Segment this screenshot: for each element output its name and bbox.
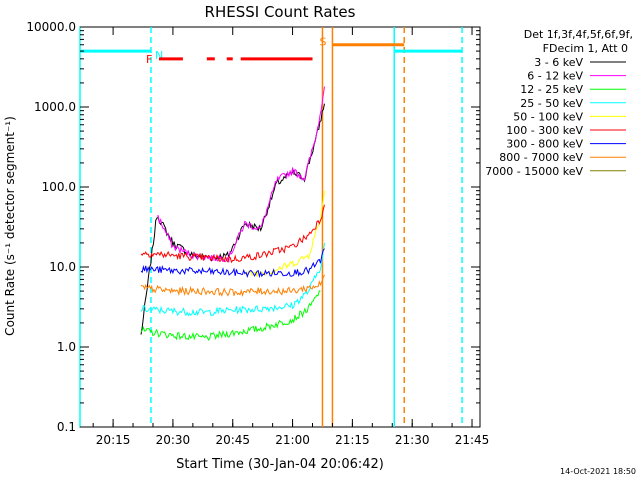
- series-line: [140, 204, 325, 264]
- y-tick-label: 1000.0: [34, 100, 76, 114]
- annotation-label: F: [146, 53, 152, 66]
- y-tick-label: 10.0: [49, 260, 76, 274]
- legend-label: 25 - 50 keV: [520, 97, 583, 110]
- legend-label: 300 - 800 keV: [506, 138, 583, 151]
- x-axis-label: Start Time (30-Jan-04 20:06:42): [176, 457, 384, 472]
- annotation-label: S: [319, 36, 326, 49]
- x-tick-label: 20:45: [215, 433, 250, 447]
- legend-label: 3 - 6 keV: [534, 56, 583, 69]
- legend-label: 100 - 300 keV: [506, 124, 583, 137]
- series-line: [140, 290, 321, 342]
- x-tick-label: 21:30: [395, 433, 430, 447]
- legend-header-line-2: FDecim 1, Att 0: [543, 42, 628, 55]
- y-tick-label: 10000.0: [26, 20, 76, 34]
- vertical-markers: [79, 27, 463, 427]
- series-line: [140, 248, 325, 279]
- x-tick-label: 21:45: [455, 433, 490, 447]
- x-axis: 20:15 20:30 20:45 21:00 21:15 21:30 21:45: [92, 27, 490, 447]
- legend-label: 12 - 25 keV: [520, 83, 583, 96]
- legend: Det 1f,3f,4f,5f,6f,9f, FDecim 1, Att 0 3…: [485, 28, 633, 178]
- y-tick-label: 1.0: [57, 340, 76, 354]
- y-axis: 0.1 1.0 10.0 100.0 1000.0 10000.0: [26, 20, 480, 434]
- plot-area: N S F: [79, 26, 481, 428]
- x-tick-label: 20:15: [96, 433, 131, 447]
- legend-label: 800 - 7000 keV: [499, 151, 583, 164]
- legend-label: 50 - 100 keV: [513, 110, 583, 123]
- legend-label: 7000 - 15000 keV: [485, 165, 583, 178]
- series-line: [140, 274, 325, 298]
- legend-label: 6 - 12 keV: [527, 70, 583, 83]
- series-line: [156, 86, 325, 263]
- legend-header-line-1: Det 1f,3f,4f,5f,6f,9f,: [524, 28, 633, 41]
- y-axis-label: Count Rate (s⁻¹ detector segment⁻¹): [3, 116, 17, 336]
- series-line: [140, 242, 325, 317]
- annotation-layer: N S F: [80, 36, 463, 66]
- series-layer: [140, 86, 325, 342]
- footer-timestamp: 14-Oct-2021 18:50: [560, 467, 636, 476]
- x-tick-label: 21:00: [275, 433, 310, 447]
- y-tick-label: 0.1: [57, 420, 76, 434]
- y-tick-label: 100.0: [42, 180, 76, 194]
- x-tick-label: 20:30: [156, 433, 191, 447]
- annotation-label: N: [155, 49, 163, 62]
- x-tick-label: 21:15: [335, 433, 370, 447]
- plot-frame: [79, 26, 481, 428]
- chart-title: RHESSI Count Rates: [205, 3, 356, 21]
